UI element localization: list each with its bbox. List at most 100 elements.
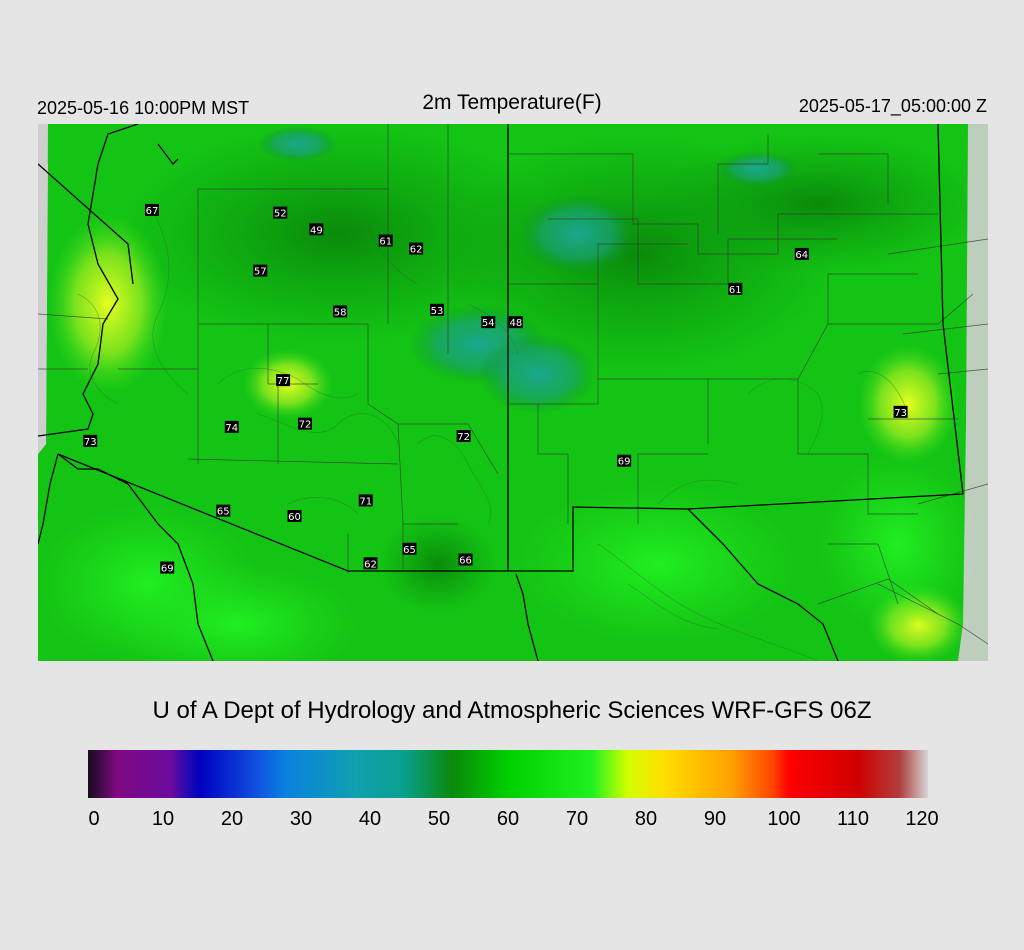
station-label-bg bbox=[363, 557, 378, 570]
terrain-contours bbox=[77, 203, 909, 661]
station-value-label: 58 bbox=[333, 305, 348, 318]
colorbar-tick-label: 120 bbox=[905, 808, 939, 830]
station-value-label: 49 bbox=[309, 223, 324, 236]
station-label-text: 65 bbox=[403, 545, 416, 556]
colorbar-tick-label: 0 bbox=[88, 808, 100, 830]
colorbar-tick-label: 80 bbox=[634, 808, 658, 830]
station-label-text: 61 bbox=[379, 237, 392, 248]
station-label-text: 61 bbox=[729, 285, 742, 296]
station-label-text: 52 bbox=[274, 209, 287, 220]
station-value-label: 64 bbox=[794, 247, 809, 261]
colorbar-segment bbox=[284, 750, 355, 798]
station-label-text: 65 bbox=[217, 507, 230, 518]
station-value-label: 53 bbox=[430, 303, 444, 317]
station-label-text: 66 bbox=[459, 556, 472, 567]
colorbar-tick-label: 20 bbox=[220, 808, 244, 830]
colorbar-tick-label: 110 bbox=[837, 808, 869, 830]
station-value-label: 54 bbox=[481, 316, 496, 329]
station-value-label: 69 bbox=[617, 454, 632, 468]
station-label-text: 72 bbox=[457, 432, 470, 443]
station-value-label: 62 bbox=[409, 242, 424, 256]
station-value-label: 67 bbox=[145, 203, 159, 217]
station-label-bg bbox=[456, 429, 471, 442]
local-time-label: 2025-05-16 10:00PM MST bbox=[37, 98, 250, 118]
station-label-bg bbox=[402, 542, 417, 555]
colorbar-segment bbox=[508, 750, 593, 798]
station-label-bg bbox=[409, 242, 424, 255]
colorbar-tick-label: 10 bbox=[151, 808, 175, 830]
station-label-text: 60 bbox=[288, 512, 301, 523]
station-value-label: 57 bbox=[253, 264, 268, 278]
colorbar-ticks: 0 10 20 30 40 50 60 70 80 90 100 110 120 bbox=[0, 808, 1024, 838]
station-label-text: 57 bbox=[254, 267, 267, 278]
colorbar-segment bbox=[172, 750, 187, 798]
map-title: 2m Temperature(F) bbox=[422, 91, 602, 114]
colorbar-segment bbox=[858, 750, 901, 798]
colorbar-tick-label: 30 bbox=[289, 808, 313, 830]
station-value-label: 77 bbox=[276, 374, 291, 387]
station-value-label: 48 bbox=[508, 316, 523, 329]
colorbar-segment bbox=[774, 750, 789, 798]
station-label-bg bbox=[728, 282, 743, 295]
temperature-field bbox=[38, 124, 988, 661]
station-value-label: 73 bbox=[893, 405, 908, 419]
station-label-bg bbox=[145, 203, 159, 216]
station-label-bg bbox=[794, 247, 809, 260]
colorbar-segment bbox=[256, 750, 285, 798]
station-label-bg bbox=[273, 206, 288, 219]
station-label-text: 62 bbox=[410, 245, 423, 256]
station-value-label: 65 bbox=[402, 542, 417, 556]
temperature-colorbar bbox=[88, 750, 929, 798]
station-label-text: 48 bbox=[509, 318, 522, 329]
colorbar-tick-label: 70 bbox=[565, 808, 589, 830]
state-borders bbox=[38, 124, 964, 661]
colorbar-segment bbox=[452, 750, 509, 798]
colorbar-tick-label: 40 bbox=[358, 808, 382, 830]
station-label-text: 71 bbox=[359, 496, 372, 507]
station-label-text: 67 bbox=[146, 206, 159, 217]
colorbar-segment bbox=[900, 750, 929, 798]
station-label-text: 69 bbox=[618, 457, 631, 468]
colorbar-segment bbox=[354, 750, 404, 798]
station-label-bg bbox=[617, 454, 632, 467]
station-label-bg bbox=[481, 316, 496, 329]
station-label-bg bbox=[333, 305, 348, 318]
station-label-bg bbox=[378, 234, 393, 247]
station-value-label: 72 bbox=[297, 417, 312, 431]
station-value-label: 71 bbox=[358, 494, 373, 507]
colorbar-segment bbox=[102, 750, 117, 798]
county-lines bbox=[38, 124, 988, 645]
station-label-text: 69 bbox=[161, 564, 174, 575]
colorbar-tick-label: 100 bbox=[767, 808, 801, 830]
station-label-bg bbox=[216, 504, 231, 517]
station-value-label: 66 bbox=[458, 553, 473, 567]
station-label-bg bbox=[508, 316, 523, 329]
station-value-label: 61 bbox=[378, 234, 393, 248]
colorbar-segment bbox=[627, 750, 663, 798]
temperature-map: 67 52 49 61 62 57 58 53 54 48 64 61 77 74 72 72 73 73 69 71… bbox=[38, 124, 988, 661]
station-value-label: 61 bbox=[728, 282, 743, 296]
station-label-bg bbox=[287, 510, 302, 523]
station-label-text: 73 bbox=[84, 437, 97, 448]
station-label-bg bbox=[276, 374, 291, 387]
colorbar-tick-label: 50 bbox=[427, 808, 451, 830]
station-label-bg bbox=[253, 264, 268, 277]
station-value-label: 74 bbox=[224, 420, 239, 434]
station-value-label: 69 bbox=[160, 561, 175, 575]
station-label-bg bbox=[83, 434, 98, 447]
station-label-text: 77 bbox=[277, 376, 290, 387]
station-labels: 67 52 49 61 62 57 58 53 54 48 64 61 77 74 72 72 73 73 69 71… bbox=[83, 203, 908, 575]
station-label-bg bbox=[430, 303, 444, 316]
station-label-text: 72 bbox=[299, 420, 312, 431]
station-label-bg bbox=[224, 420, 239, 433]
station-label-text: 54 bbox=[482, 318, 495, 329]
credit-text: U of A Dept of Hydrology and Atmospheric… bbox=[152, 697, 872, 724]
station-label-bg bbox=[458, 553, 473, 566]
colorbar-segment bbox=[403, 750, 453, 798]
colorbar-segment bbox=[88, 750, 103, 798]
station-label-text: 74 bbox=[225, 423, 238, 434]
station-label-text: 58 bbox=[334, 307, 347, 318]
colorbar-segment bbox=[592, 750, 628, 798]
colorbar-segment bbox=[200, 750, 257, 798]
station-label-text: 73 bbox=[894, 408, 907, 419]
